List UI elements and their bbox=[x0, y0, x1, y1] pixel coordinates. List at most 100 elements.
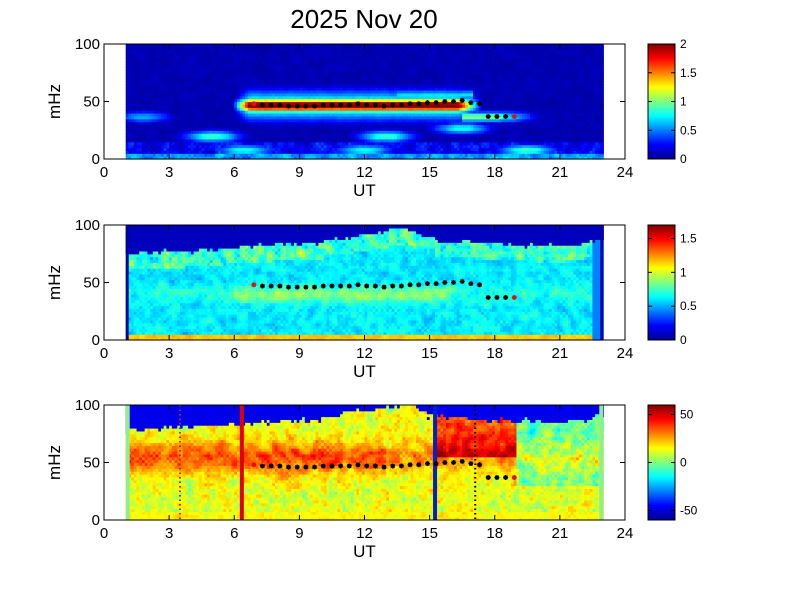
heatmap-cell bbox=[190, 84, 195, 88]
heatmap-cell bbox=[196, 141, 200, 146]
heatmap-cell bbox=[204, 78, 208, 82]
heatmap-cell bbox=[207, 156, 211, 160]
heatmap-cell bbox=[215, 138, 219, 143]
heatmap-cell bbox=[193, 55, 197, 59]
heatmap-cell bbox=[198, 156, 203, 160]
heatmap-cell bbox=[182, 78, 186, 82]
heatmap-cell bbox=[160, 87, 165, 91]
heatmap-cell bbox=[163, 153, 168, 157]
heatmap-cell bbox=[155, 95, 159, 100]
heatmap-cell bbox=[125, 95, 130, 100]
heatmap-cell bbox=[198, 138, 203, 143]
heatmap-cell bbox=[193, 49, 197, 54]
heatmap-cell bbox=[160, 144, 165, 149]
heatmap-cell bbox=[236, 124, 241, 128]
heatmap-cell bbox=[128, 46, 132, 51]
heatmap-cell bbox=[144, 69, 149, 74]
heatmap-cell bbox=[185, 78, 189, 82]
heatmap-cell bbox=[133, 90, 138, 94]
heatmap-cell bbox=[215, 118, 219, 123]
heatmap-cell bbox=[144, 52, 149, 57]
heatmap-cell bbox=[185, 138, 189, 143]
heatmap-cell bbox=[190, 46, 195, 51]
heatmap-cell bbox=[231, 156, 235, 160]
heatmap-cell bbox=[190, 136, 195, 140]
heatmap-cell bbox=[131, 67, 135, 71]
heatmap-cell bbox=[160, 141, 165, 146]
heatmap-cell bbox=[133, 147, 138, 151]
heatmap-cell bbox=[204, 118, 208, 123]
heatmap-cell bbox=[207, 69, 211, 74]
heatmap-cell bbox=[133, 46, 138, 51]
heatmap-cell bbox=[196, 95, 200, 100]
heatmap-cell bbox=[155, 104, 159, 108]
heatmap-cell bbox=[139, 130, 143, 134]
heatmap-cell bbox=[155, 58, 159, 62]
heatmap-cell bbox=[209, 61, 214, 65]
heatmap-cell bbox=[147, 110, 151, 114]
heatmap-cell bbox=[131, 115, 135, 120]
heatmap-cell bbox=[160, 124, 165, 128]
heatmap-cell bbox=[185, 87, 189, 91]
heatmap-cell bbox=[196, 52, 200, 57]
heatmap-cell bbox=[220, 115, 224, 120]
heatmap-cell bbox=[174, 90, 178, 94]
heatmap-cell bbox=[188, 113, 192, 117]
heatmap-cell bbox=[185, 113, 189, 117]
heatmap-cell bbox=[144, 127, 149, 131]
heatmap-cell bbox=[139, 101, 143, 105]
heatmap-cell bbox=[209, 92, 214, 97]
heatmap-cell bbox=[177, 55, 181, 59]
heatmap-cell bbox=[190, 138, 195, 143]
heatmap-cell bbox=[212, 95, 216, 100]
heatmap-cell bbox=[193, 147, 197, 151]
heatmap-cell bbox=[155, 78, 159, 82]
heatmap-cell bbox=[198, 115, 203, 120]
heatmap-cell bbox=[196, 110, 200, 114]
heatmap-cell bbox=[155, 121, 159, 126]
heatmap-cell bbox=[204, 104, 208, 108]
heatmap-cell bbox=[234, 156, 238, 160]
heatmap-cell bbox=[131, 69, 135, 74]
heatmap-cell bbox=[131, 153, 135, 157]
heatmap-cell bbox=[185, 98, 189, 103]
heatmap-cell bbox=[226, 141, 230, 146]
heatmap-cell bbox=[201, 153, 205, 157]
heatmap-cell bbox=[198, 107, 203, 111]
heatmap-cell bbox=[231, 46, 235, 51]
heatmap-cell bbox=[223, 95, 227, 100]
heatmap-cell bbox=[155, 92, 159, 97]
heatmap-cell bbox=[228, 121, 233, 126]
heatmap-cell bbox=[131, 156, 135, 160]
heatmap-cell bbox=[231, 67, 235, 71]
heatmap-cell bbox=[226, 121, 230, 126]
heatmap-cell bbox=[163, 69, 168, 74]
heatmap-cell bbox=[209, 58, 214, 62]
heatmap-cell bbox=[217, 156, 222, 160]
heatmap-cell bbox=[155, 44, 159, 48]
heatmap-cell bbox=[174, 153, 178, 157]
heatmap-cell bbox=[231, 95, 235, 100]
heatmap-cell bbox=[139, 67, 143, 71]
heatmap-cell bbox=[174, 84, 178, 88]
heatmap-cell bbox=[188, 84, 192, 88]
heatmap-cell bbox=[177, 58, 181, 62]
heatmap-cell bbox=[166, 150, 170, 154]
heatmap-cell bbox=[125, 141, 130, 146]
heatmap-cell bbox=[128, 115, 132, 120]
heatmap-cell bbox=[169, 144, 173, 149]
heatmap-cell bbox=[182, 87, 186, 91]
heatmap-cell bbox=[185, 118, 189, 123]
heatmap-cell bbox=[228, 156, 233, 160]
heatmap-cell bbox=[133, 138, 138, 143]
heatmap-cell bbox=[207, 130, 211, 134]
heatmap-cell bbox=[204, 141, 208, 146]
heatmap-cell bbox=[179, 153, 184, 157]
heatmap-cell bbox=[231, 144, 235, 149]
heatmap-cell bbox=[163, 92, 168, 97]
heatmap-cell bbox=[228, 144, 233, 149]
heatmap-cell bbox=[223, 153, 227, 157]
heatmap-cell bbox=[171, 147, 176, 151]
heatmap-cell bbox=[204, 156, 208, 160]
heatmap-cell bbox=[141, 144, 146, 149]
